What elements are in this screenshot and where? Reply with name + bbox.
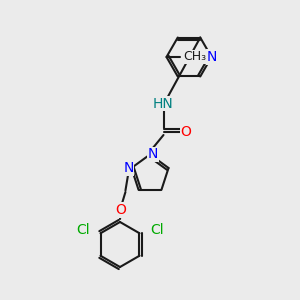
Text: N: N bbox=[206, 50, 217, 64]
Text: O: O bbox=[181, 125, 191, 139]
Text: CH₃: CH₃ bbox=[184, 50, 207, 64]
Text: Cl: Cl bbox=[150, 223, 164, 237]
Text: O: O bbox=[116, 203, 126, 217]
Text: Cl: Cl bbox=[76, 223, 90, 237]
Text: N: N bbox=[148, 148, 158, 161]
Text: HN: HN bbox=[153, 97, 174, 110]
Text: N: N bbox=[123, 161, 134, 175]
